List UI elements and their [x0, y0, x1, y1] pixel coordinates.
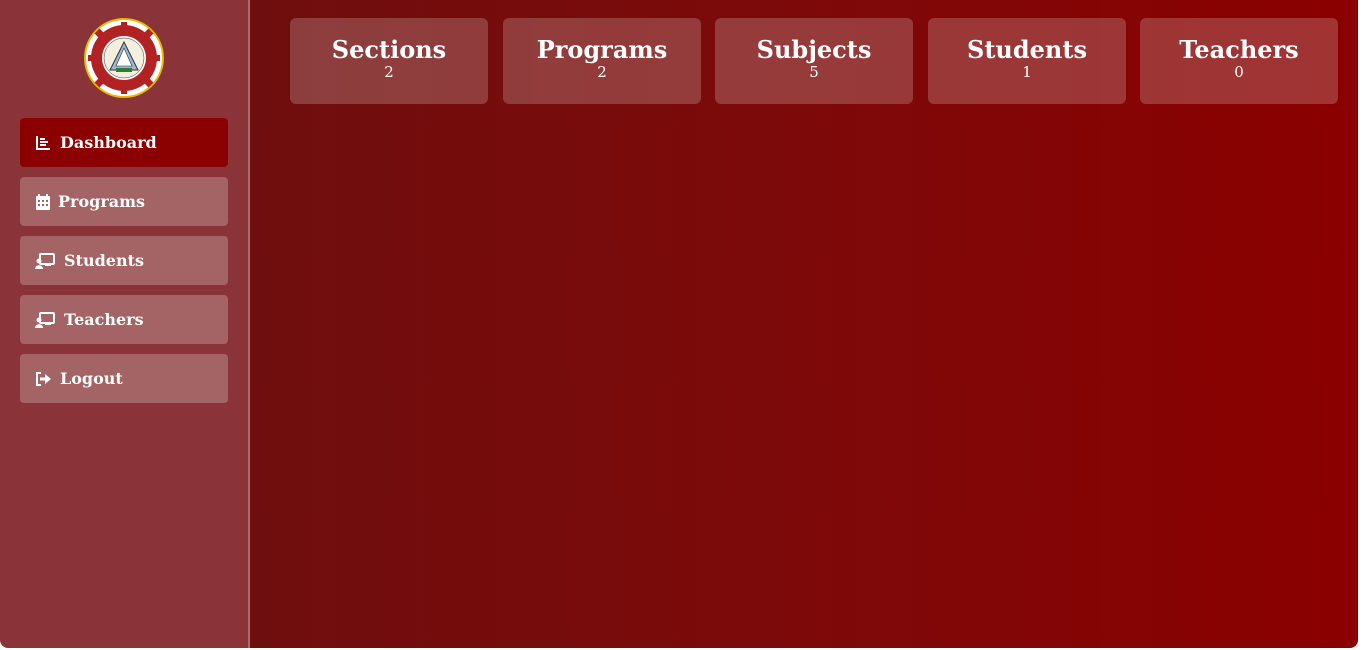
dashboard-main: Sections 2 Programs 2 Subjects 5 Student…: [250, 0, 1358, 648]
calendar-icon: [34, 193, 52, 211]
logout-icon: [34, 370, 52, 388]
card-count: 2: [597, 63, 607, 81]
stat-card-subjects[interactable]: Subjects 5: [715, 18, 913, 104]
card-title: Students: [967, 35, 1087, 64]
sidebar-item-label: Dashboard: [60, 133, 157, 152]
chart-icon: [34, 134, 52, 152]
school-seal-logo: [84, 18, 164, 98]
stat-card-teachers[interactable]: Teachers 0: [1140, 18, 1338, 104]
sidebar-item-teachers[interactable]: Teachers: [20, 295, 228, 344]
chalkboard-user-icon: [34, 311, 56, 329]
sidebar-item-programs[interactable]: Programs: [20, 177, 228, 226]
sidebar-item-logout[interactable]: Logout: [20, 354, 228, 403]
card-title: Teachers: [1179, 35, 1299, 64]
card-count: 0: [1234, 63, 1244, 81]
card-title: Programs: [536, 35, 668, 64]
sidebar: Dashboard Programs: [0, 0, 250, 648]
card-count: 5: [809, 63, 819, 81]
stat-card-sections[interactable]: Sections 2: [290, 18, 488, 104]
sidebar-item-students[interactable]: Students: [20, 236, 228, 285]
sidebar-item-label: Logout: [60, 369, 123, 388]
chalkboard-user-icon: [34, 252, 56, 270]
card-title: Sections: [331, 35, 447, 64]
stat-card-programs[interactable]: Programs 2: [503, 18, 701, 104]
card-count: 2: [384, 63, 394, 81]
sidebar-item-label: Programs: [58, 192, 146, 211]
sidebar-item-dashboard[interactable]: Dashboard: [20, 118, 228, 167]
card-count: 1: [1022, 63, 1032, 81]
stat-card-students[interactable]: Students 1: [928, 18, 1126, 104]
sidebar-item-label: Teachers: [64, 310, 144, 329]
sidebar-item-label: Students: [64, 251, 144, 270]
card-title: Subjects: [756, 35, 872, 64]
